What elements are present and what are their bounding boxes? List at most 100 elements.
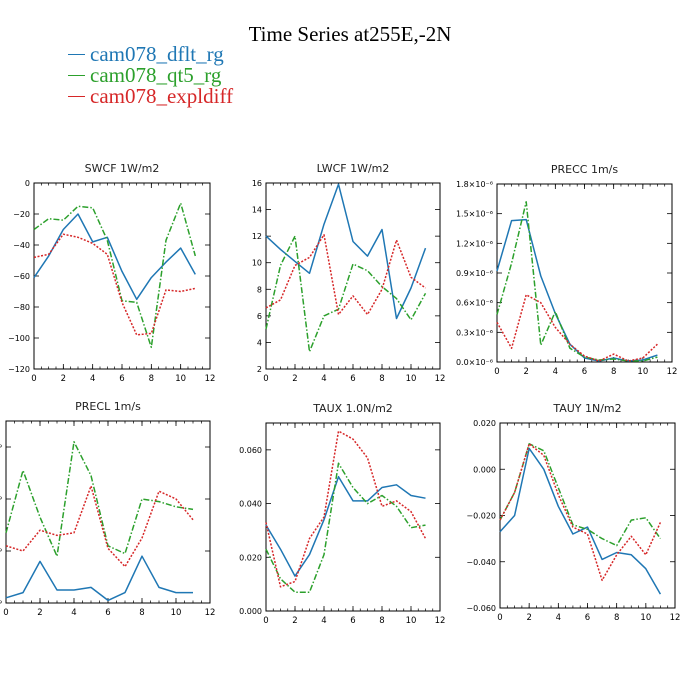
chart-4-xtick-label: 12 xyxy=(205,608,216,618)
chart-4-ytick-label: 6.0×10⁻⁹ xyxy=(0,443,2,452)
chart-1-xtick-label: 6 xyxy=(119,374,124,384)
chart-1-ytick-label: −100 xyxy=(8,334,30,343)
chart-1-ytick-label: −40 xyxy=(13,241,30,250)
chart-5-xtick-label: 12 xyxy=(435,616,446,626)
chart-1-xtick-label: 2 xyxy=(61,374,66,384)
chart-4-xtick-label: 4 xyxy=(71,608,76,618)
chart-1-series-1 xyxy=(33,213,196,301)
chart-6-xtick-label: 12 xyxy=(670,613,681,623)
chart-1-xtick-label: 8 xyxy=(149,374,154,384)
chart-2-ytick-label: 16 xyxy=(252,179,262,188)
chart-4-series-3 xyxy=(5,485,194,568)
chart-2-ytick-label: 14 xyxy=(252,206,262,215)
chart-5-xtick-label: 6 xyxy=(350,616,355,626)
chart-3-xtick-label: 8 xyxy=(611,367,616,377)
chart-3-xtick-label: 12 xyxy=(667,367,678,377)
chart-4-ytick-label: 4.0×10⁻⁹ xyxy=(0,495,2,504)
chart-6-ytick-label: 0.000 xyxy=(473,465,496,474)
chart-2-frame xyxy=(265,182,441,370)
legend-swatch-dflt xyxy=(68,54,85,55)
chart-6: TAUY 1N/m2 0 2 4 6 8 10 12 −0.060 −0.040 −0.020 0.0… xyxy=(466,402,680,623)
chart-2-xtick-label: 6 xyxy=(350,374,355,384)
chart-1-xtick-label: 0 xyxy=(31,374,36,384)
chart-1-xtick-label: 4 xyxy=(90,374,95,384)
chart-1-ytick-label: 0 xyxy=(25,179,30,188)
chart-3-xtick-label: 6 xyxy=(582,367,587,377)
legend: cam078_dflt_rg cam078_qt5_rg cam078_expl… xyxy=(68,42,234,108)
chart-3-xtick-label: 0 xyxy=(494,367,499,377)
legend-label-dflt: cam078_dflt_rg xyxy=(90,42,224,66)
chart-3: PRECC 1m/s 0 2 4 6 8 10 12 0.0×10⁻⁶ 0.3×10⁻⁶ 0.6×1… xyxy=(456,163,677,377)
chart-4-xtick-label: 8 xyxy=(139,608,144,618)
page-title: Time Series at255E,-2N xyxy=(248,22,452,46)
chart-6-series-1 xyxy=(499,447,662,595)
chart-5-series-2 xyxy=(265,462,426,593)
chart-6-ytick-label: −0.060 xyxy=(466,604,496,613)
chart-5-xtick-label: 4 xyxy=(321,616,326,626)
chart-5-xtick-label: 0 xyxy=(263,616,268,626)
chart-2-xtick-label: 4 xyxy=(321,374,326,384)
chart-6-ytick-label: −0.040 xyxy=(466,558,496,567)
chart-4-xtick-label: 6 xyxy=(105,608,110,618)
chart-2-ytick-label: 2 xyxy=(257,365,262,374)
chart-3-title: PRECC 1m/s xyxy=(551,163,619,176)
chart-2-xtick-label: 2 xyxy=(292,374,297,384)
chart-2-ytick-label: 4 xyxy=(257,338,262,347)
chart-2-xtick-label: 0 xyxy=(263,374,268,384)
chart-1-ytick-label: −80 xyxy=(13,303,30,312)
chart-5-frame xyxy=(265,422,441,612)
chart-4-xtick-label: 10 xyxy=(171,608,182,618)
chart-2-title: LWCF 1W/m2 xyxy=(317,162,390,175)
chart-4-ytick-label: 2.0×10⁻⁹ xyxy=(0,547,2,556)
legend-item-expldiff: cam078_expldiff xyxy=(68,84,234,108)
chart-5-xtick-label: 8 xyxy=(379,616,384,626)
chart-1: SWCF 1W/m2 0 2 4 6 8 10 12 −120 −100 −80 −60 −40 −20 0 xyxy=(8,162,215,384)
chart-6-xtick-label: 0 xyxy=(497,613,502,623)
chart-6-xtick-label: 10 xyxy=(640,613,651,623)
legend-swatch-expldiff xyxy=(68,96,85,97)
chart-3-xtick-label: 2 xyxy=(523,367,528,377)
chart-4-ytick-label: 0.0×10⁻⁹ xyxy=(0,599,2,608)
chart-3-series-1 xyxy=(496,218,658,362)
chart-1-ytick-label: −120 xyxy=(8,365,30,374)
chart-5-ytick-label: 0.020 xyxy=(239,553,262,562)
chart-3-series-3 xyxy=(496,294,658,362)
chart-3-ytick-label: 1.2×10⁻⁶ xyxy=(456,239,493,248)
chart-6-ytick-label: 0.020 xyxy=(473,419,496,428)
chart-3-ytick-label: 0.0×10⁻⁶ xyxy=(456,358,493,367)
chart-2-series-3 xyxy=(265,234,426,316)
legend-swatch-qt5 xyxy=(68,75,85,76)
chart-5-ytick-label: 0.000 xyxy=(239,607,262,616)
chart-1-ytick-label: −20 xyxy=(13,210,30,219)
chart-2-xtick-label: 8 xyxy=(379,374,384,384)
chart-1-xtick-label: 10 xyxy=(175,374,186,384)
chart-3-series-2 xyxy=(496,201,658,362)
chart-2-ytick-label: 12 xyxy=(252,232,262,241)
chart-6-frame xyxy=(499,422,676,609)
chart-4-series-1 xyxy=(5,555,193,602)
chart-5-ytick-label: 0.040 xyxy=(239,500,262,509)
chart-4-series-2 xyxy=(5,441,194,557)
legend-item-dflt: cam078_dflt_rg xyxy=(68,42,233,66)
chart-4-frame xyxy=(5,420,211,604)
chart-4: PRECL 1m/s 0 2 4 6 8 10 12 0.0×10⁻⁹ 2.0×10⁻⁹ 4.0×1… xyxy=(0,400,215,618)
legend-label-expldiff: cam078_expldiff xyxy=(90,84,234,108)
chart-6-series-3 xyxy=(499,443,662,582)
chart-1-series-2 xyxy=(33,202,197,349)
chart-6-xtick-label: 6 xyxy=(585,613,590,623)
chart-5-xtick-label: 10 xyxy=(406,616,417,626)
legend-label-qt5: cam078_qt5_rg xyxy=(90,63,222,87)
chart-5: TAUX 1.0N/m2 0 2 4 6 8 10 12 0.000 0.020 0.040 0.06… xyxy=(239,402,445,626)
chart-2-ytick-label: 10 xyxy=(252,259,262,268)
chart-3-frame xyxy=(496,183,673,363)
chart-2-series-1 xyxy=(265,183,427,320)
chart-1-ytick-label: −60 xyxy=(13,272,30,281)
chart-6-xtick-label: 4 xyxy=(556,613,561,623)
chart-4-xtick-label: 2 xyxy=(37,608,42,618)
chart-4-title: PRECL 1m/s xyxy=(75,400,141,413)
chart-3-ytick-label: 1.5×10⁻⁶ xyxy=(456,210,493,219)
chart-3-ytick-label: 0.9×10⁻⁶ xyxy=(456,269,493,278)
chart-2-xtick-label: 10 xyxy=(406,374,417,384)
